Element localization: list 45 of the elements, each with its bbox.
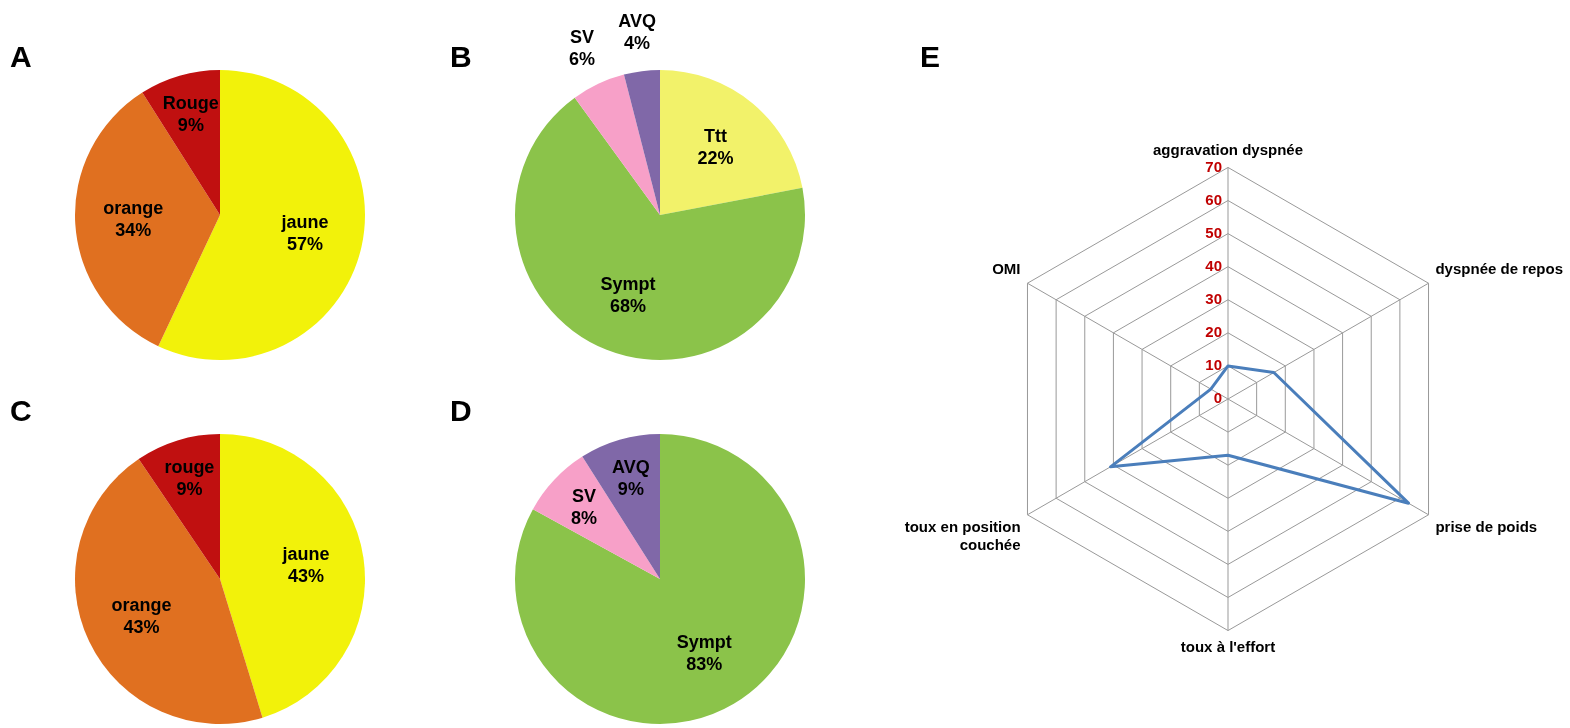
slice-label: AVQ [612, 456, 650, 477]
slice-label: rouge [164, 457, 215, 478]
data-label: 9% [617, 478, 644, 499]
spoke-label: toux en position couchée [904, 517, 1021, 553]
data-label: 6% [569, 49, 596, 70]
chart-title: D [450, 394, 472, 428]
data-label: 43% [123, 616, 160, 637]
spoke-label: dyspnée de repos [1435, 260, 1563, 278]
slice-label: Sympt [676, 631, 732, 652]
data-label: 4% [624, 33, 651, 54]
spoke-label: toux à l'effort [1180, 637, 1276, 655]
data-label: 83% [686, 653, 723, 674]
text: B [450, 40, 472, 74]
y-tick-label: 50 [1205, 223, 1222, 241]
data-label: 9% [176, 479, 203, 500]
y-tick-label: 10 [1205, 356, 1222, 374]
data-label: 22% [697, 147, 734, 168]
y-tick-label: 70 [1205, 157, 1222, 175]
y-tick-label: 40 [1205, 256, 1222, 274]
spoke-label: OMI [992, 260, 1021, 278]
data-label: 43% [288, 566, 325, 587]
slice-label: Ttt [703, 125, 727, 146]
chart-title: E [920, 40, 941, 74]
data-label: 68% [609, 295, 646, 316]
slice-label: SV [571, 485, 596, 506]
slice-label: orange [103, 198, 164, 219]
slice-label: jaune [280, 211, 329, 232]
data-label: 57% [286, 233, 323, 254]
chart-title: A [10, 40, 32, 74]
data-label: 9% [177, 114, 204, 135]
slice-label: jaune [281, 544, 330, 565]
spoke-label: prise de poids [1435, 517, 1538, 535]
slice-label: Rouge [162, 92, 219, 113]
data-label: 8% [570, 507, 597, 528]
data-label: 34% [115, 220, 152, 241]
y-tick-label: 60 [1205, 190, 1222, 208]
y-tick-label: 0 [1213, 389, 1222, 407]
slice-label: AVQ [618, 11, 656, 32]
slice-label: SV [570, 27, 595, 48]
y-tick-label: 30 [1205, 289, 1222, 307]
slice-label: orange [111, 594, 172, 615]
chart-title: C [10, 394, 32, 428]
spoke-label: aggravation dyspnée [1152, 140, 1304, 158]
slice-label: Sympt [600, 273, 656, 294]
y-tick-label: 20 [1205, 322, 1222, 340]
